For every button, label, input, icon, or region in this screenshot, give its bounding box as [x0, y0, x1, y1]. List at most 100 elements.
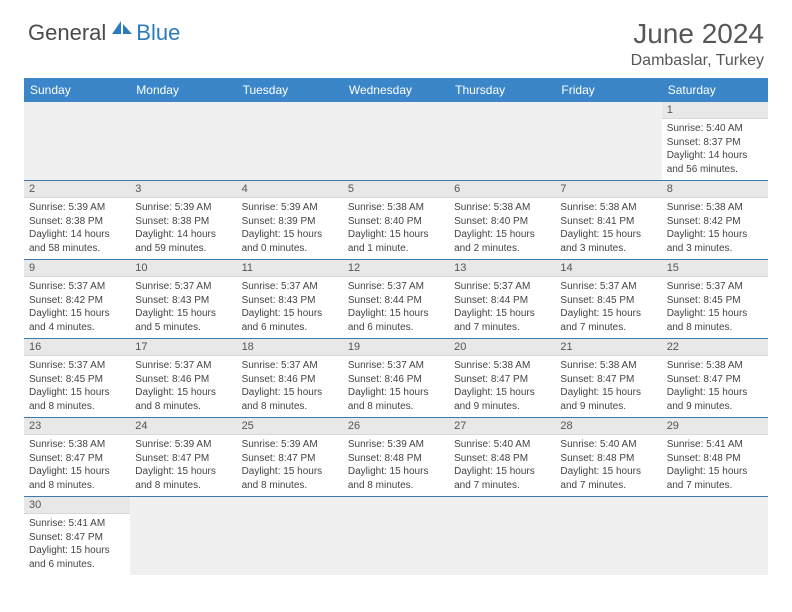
day-number: 18	[237, 339, 343, 356]
day-number: 23	[24, 418, 130, 435]
sunset-line: Sunset: 8:47 PM	[667, 373, 763, 387]
calendar-cell: 7Sunrise: 5:38 AMSunset: 8:41 PMDaylight…	[555, 181, 661, 260]
sunrise-line: Sunrise: 5:37 AM	[560, 280, 656, 294]
sunset-line: Sunset: 8:48 PM	[560, 452, 656, 466]
calendar-row: 2Sunrise: 5:39 AMSunset: 8:38 PMDaylight…	[24, 181, 768, 260]
sunset-line: Sunset: 8:39 PM	[242, 215, 338, 229]
sunset-line: Sunset: 8:45 PM	[667, 294, 763, 308]
calendar-cell-empty	[237, 102, 343, 181]
sunrise-line: Sunrise: 5:37 AM	[242, 280, 338, 294]
calendar-cell: 26Sunrise: 5:39 AMSunset: 8:48 PMDayligh…	[343, 418, 449, 497]
daylight-line: Daylight: 15 hours and 3 minutes.	[560, 228, 656, 255]
sunset-line: Sunset: 8:48 PM	[348, 452, 444, 466]
daylight-line: Daylight: 15 hours and 8 minutes.	[348, 465, 444, 492]
sunset-line: Sunset: 8:37 PM	[667, 136, 763, 150]
day-details: Sunrise: 5:38 AMSunset: 8:40 PMDaylight:…	[449, 198, 555, 259]
sunset-line: Sunset: 8:46 PM	[135, 373, 231, 387]
sunrise-line: Sunrise: 5:40 AM	[560, 438, 656, 452]
sunset-line: Sunset: 8:47 PM	[29, 531, 125, 545]
sunset-line: Sunset: 8:47 PM	[454, 373, 550, 387]
sunrise-line: Sunrise: 5:41 AM	[29, 517, 125, 531]
title-block: June 2024 Dambaslar, Turkey	[631, 18, 764, 70]
day-details: Sunrise: 5:38 AMSunset: 8:40 PMDaylight:…	[343, 198, 449, 259]
day-details: Sunrise: 5:40 AMSunset: 8:48 PMDaylight:…	[555, 435, 661, 496]
daylight-line: Daylight: 15 hours and 9 minutes.	[560, 386, 656, 413]
sunrise-line: Sunrise: 5:38 AM	[560, 201, 656, 215]
day-number: 15	[662, 260, 768, 277]
calendar-cell: 2Sunrise: 5:39 AMSunset: 8:38 PMDaylight…	[24, 181, 130, 260]
daylight-line: Daylight: 15 hours and 6 minutes.	[348, 307, 444, 334]
sunset-line: Sunset: 8:45 PM	[29, 373, 125, 387]
day-number: 29	[662, 418, 768, 435]
daylight-line: Daylight: 15 hours and 1 minute.	[348, 228, 444, 255]
sunrise-line: Sunrise: 5:38 AM	[29, 438, 125, 452]
calendar-row: 1Sunrise: 5:40 AMSunset: 8:37 PMDaylight…	[24, 102, 768, 181]
day-details: Sunrise: 5:37 AMSunset: 8:45 PMDaylight:…	[662, 277, 768, 338]
calendar-cell: 9Sunrise: 5:37 AMSunset: 8:42 PMDaylight…	[24, 260, 130, 339]
daylight-line: Daylight: 15 hours and 5 minutes.	[135, 307, 231, 334]
day-number: 5	[343, 181, 449, 198]
daylight-line: Daylight: 15 hours and 3 minutes.	[667, 228, 763, 255]
sunrise-line: Sunrise: 5:41 AM	[667, 438, 763, 452]
daylight-line: Daylight: 15 hours and 0 minutes.	[242, 228, 338, 255]
sunrise-line: Sunrise: 5:38 AM	[454, 359, 550, 373]
sunset-line: Sunset: 8:38 PM	[135, 215, 231, 229]
day-number: 4	[237, 181, 343, 198]
day-details: Sunrise: 5:37 AMSunset: 8:43 PMDaylight:…	[130, 277, 236, 338]
sail-icon	[110, 18, 134, 41]
calendar-cell: 12Sunrise: 5:37 AMSunset: 8:44 PMDayligh…	[343, 260, 449, 339]
calendar-row: 9Sunrise: 5:37 AMSunset: 8:42 PMDaylight…	[24, 260, 768, 339]
sunset-line: Sunset: 8:40 PM	[348, 215, 444, 229]
calendar-cell-empty	[449, 102, 555, 181]
sunset-line: Sunset: 8:40 PM	[454, 215, 550, 229]
calendar-cell: 25Sunrise: 5:39 AMSunset: 8:47 PMDayligh…	[237, 418, 343, 497]
sunrise-line: Sunrise: 5:37 AM	[135, 280, 231, 294]
sunrise-line: Sunrise: 5:37 AM	[135, 359, 231, 373]
sunset-line: Sunset: 8:44 PM	[348, 294, 444, 308]
calendar-cell-empty	[662, 497, 768, 576]
day-number: 12	[343, 260, 449, 277]
day-details: Sunrise: 5:41 AMSunset: 8:48 PMDaylight:…	[662, 435, 768, 496]
day-details: Sunrise: 5:37 AMSunset: 8:43 PMDaylight:…	[237, 277, 343, 338]
sunset-line: Sunset: 8:47 PM	[135, 452, 231, 466]
page-header: General Blue June 2024 Dambaslar, Turkey	[0, 0, 792, 78]
day-number: 11	[237, 260, 343, 277]
sunrise-line: Sunrise: 5:39 AM	[242, 201, 338, 215]
calendar-cell: 20Sunrise: 5:38 AMSunset: 8:47 PMDayligh…	[449, 339, 555, 418]
calendar-cell: 19Sunrise: 5:37 AMSunset: 8:46 PMDayligh…	[343, 339, 449, 418]
weekday-row: SundayMondayTuesdayWednesdayThursdayFrid…	[24, 78, 768, 102]
calendar-cell: 8Sunrise: 5:38 AMSunset: 8:42 PMDaylight…	[662, 181, 768, 260]
day-details: Sunrise: 5:39 AMSunset: 8:38 PMDaylight:…	[24, 198, 130, 259]
weekday-header: Monday	[130, 78, 236, 102]
sunset-line: Sunset: 8:48 PM	[667, 452, 763, 466]
location-label: Dambaslar, Turkey	[631, 52, 764, 70]
daylight-line: Daylight: 15 hours and 7 minutes.	[560, 307, 656, 334]
weekday-header: Sunday	[24, 78, 130, 102]
day-number: 10	[130, 260, 236, 277]
calendar-cell: 11Sunrise: 5:37 AMSunset: 8:43 PMDayligh…	[237, 260, 343, 339]
weekday-header: Wednesday	[343, 78, 449, 102]
daylight-line: Daylight: 15 hours and 8 minutes.	[242, 465, 338, 492]
calendar-cell: 18Sunrise: 5:37 AMSunset: 8:46 PMDayligh…	[237, 339, 343, 418]
day-details: Sunrise: 5:37 AMSunset: 8:42 PMDaylight:…	[24, 277, 130, 338]
calendar-cell-empty	[130, 497, 236, 576]
day-number: 19	[343, 339, 449, 356]
calendar-cell: 22Sunrise: 5:38 AMSunset: 8:47 PMDayligh…	[662, 339, 768, 418]
daylight-line: Daylight: 15 hours and 7 minutes.	[454, 465, 550, 492]
day-details: Sunrise: 5:39 AMSunset: 8:38 PMDaylight:…	[130, 198, 236, 259]
calendar-cell: 24Sunrise: 5:39 AMSunset: 8:47 PMDayligh…	[130, 418, 236, 497]
day-details: Sunrise: 5:40 AMSunset: 8:48 PMDaylight:…	[449, 435, 555, 496]
brand-part2: Blue	[136, 20, 180, 46]
calendar-cell-empty	[237, 497, 343, 576]
sunset-line: Sunset: 8:48 PM	[454, 452, 550, 466]
sunset-line: Sunset: 8:47 PM	[560, 373, 656, 387]
daylight-line: Daylight: 14 hours and 58 minutes.	[29, 228, 125, 255]
daylight-line: Daylight: 15 hours and 8 minutes.	[667, 307, 763, 334]
calendar-cell-empty	[449, 497, 555, 576]
calendar-cell-empty	[343, 102, 449, 181]
calendar-row: 16Sunrise: 5:37 AMSunset: 8:45 PMDayligh…	[24, 339, 768, 418]
day-number: 22	[662, 339, 768, 356]
day-details: Sunrise: 5:37 AMSunset: 8:45 PMDaylight:…	[24, 356, 130, 417]
weekday-header: Thursday	[449, 78, 555, 102]
calendar-cell: 15Sunrise: 5:37 AMSunset: 8:45 PMDayligh…	[662, 260, 768, 339]
